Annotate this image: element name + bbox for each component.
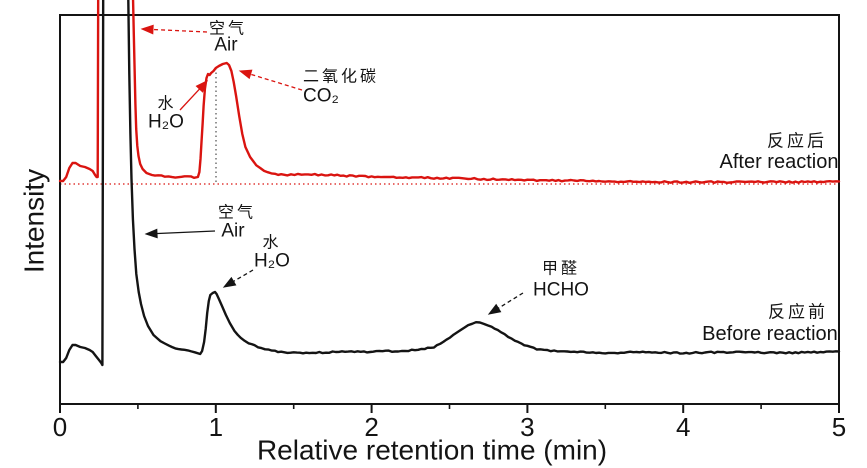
annotation-arrowhead bbox=[487, 303, 502, 315]
axes-frame-layer: 0 1 2 3 4 5 bbox=[53, 14, 846, 442]
annotation-arrow-shaft bbox=[496, 292, 524, 310]
x-tick-label: 1 bbox=[209, 412, 223, 442]
annotation-label-zh: 水 bbox=[262, 234, 281, 252]
annotation-hcho-before: 甲醛 HCHO bbox=[487, 260, 589, 315]
annotation-arrowhead bbox=[222, 276, 237, 288]
annotation-label-en: CO₂ bbox=[303, 86, 339, 107]
y-axis-title: Intensity bbox=[19, 169, 50, 273]
trace-before-reaction bbox=[58, 0, 841, 367]
annotation-label-en: Air bbox=[214, 35, 238, 56]
x-tick-label: 0 bbox=[53, 412, 67, 442]
annotation-label-en: After reaction bbox=[720, 151, 839, 173]
annotation-arrow-shaft bbox=[154, 230, 216, 235]
annotation-label-zh: 反应后 bbox=[767, 132, 827, 151]
annotation-arrowhead bbox=[195, 79, 208, 93]
annotation-label-zh: 甲醛 bbox=[542, 260, 580, 278]
traces-layer bbox=[58, 0, 841, 367]
annotation-label-zh: 空气 bbox=[209, 20, 247, 38]
x-axis-title: Relative retention time (min) bbox=[257, 435, 607, 466]
annotation-label-en: H₂O bbox=[254, 251, 290, 272]
annotation-arrow-shaft bbox=[179, 87, 202, 111]
x-tick-label: 4 bbox=[676, 412, 690, 442]
annotation-arrow-shaft bbox=[231, 269, 254, 284]
annotation-label-zh: 空气 bbox=[218, 204, 256, 222]
annotation-arrowhead bbox=[238, 69, 253, 80]
annotation-label-en: H₂O bbox=[148, 112, 184, 133]
annotation-label-en: HCHO bbox=[533, 280, 589, 301]
annotation-label-zh: 二氧化碳 bbox=[303, 68, 379, 86]
annotation-arrow-shaft bbox=[150, 28, 208, 33]
annotation-label-zh: 水 bbox=[157, 95, 176, 113]
trace-after-reaction bbox=[58, 0, 841, 184]
annotation-label-zh: 反应前 bbox=[768, 303, 828, 322]
x-tick-label: 5 bbox=[832, 412, 846, 442]
annotation-label-en: Before reaction bbox=[702, 323, 838, 345]
guide-lines-layer bbox=[60, 68, 839, 185]
annotation-label-en: Air bbox=[221, 221, 245, 242]
x-tick-label: 2 bbox=[364, 412, 378, 442]
x-tick-label: 3 bbox=[520, 412, 534, 442]
annotation-arrow-shaft bbox=[248, 73, 303, 91]
plot-frame bbox=[59, 14, 840, 405]
annotation-arrowhead bbox=[144, 228, 158, 239]
annotation-arrowhead bbox=[140, 24, 154, 35]
